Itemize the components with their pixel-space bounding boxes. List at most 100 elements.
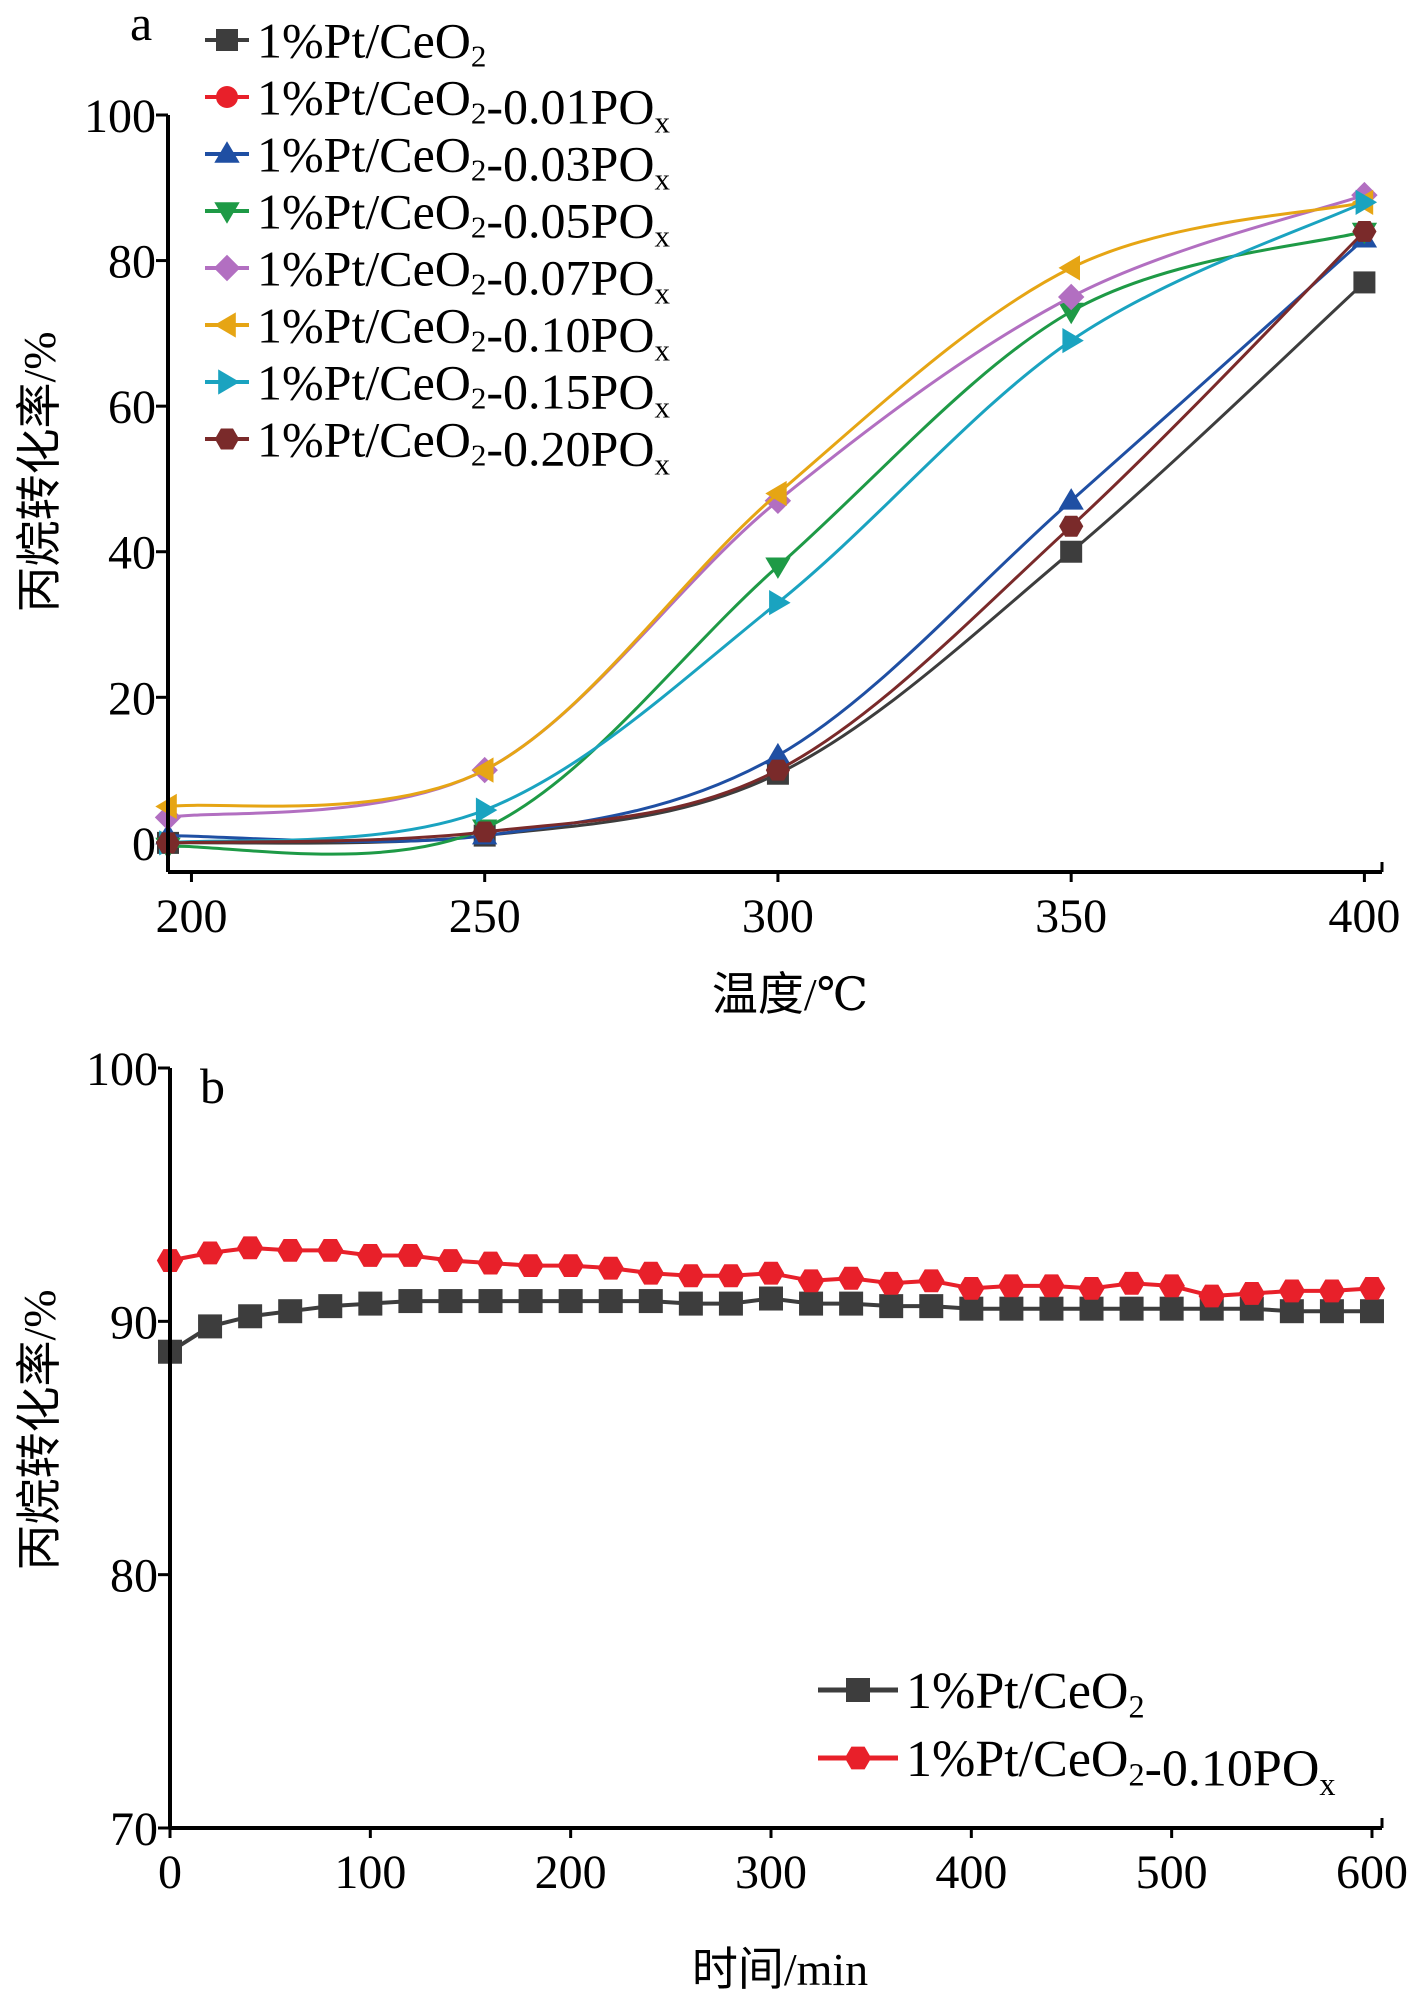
a-point-1-pt-ceo2-0-03pox-2 — [765, 742, 791, 765]
a-legend-marker-1-pt-ceo2-0-01pox — [216, 86, 238, 108]
b-point-1-pt-ceo2-0-10pox-1 — [196, 1241, 224, 1265]
a-legend-label-1-pt-ceo2-0-07pox: 1%Pt/CeO2-0.07POx — [257, 241, 670, 311]
a-legend-item-1-pt-ceo2-0-20pox: 1%Pt/CeO2-0.20POx — [205, 412, 670, 482]
a-point-1-pt-ceo2-0-07pox-3 — [1058, 283, 1085, 311]
a-point-1-pt-ceo2-0-10pox-2 — [765, 480, 787, 507]
b-point-1-pt-ceo2-0-10pox-26 — [1198, 1284, 1225, 1308]
b-y-tick-label-70: 70 — [110, 1803, 158, 1856]
b-point-1-pt-ceo2-0-10pox-29 — [1318, 1279, 1346, 1303]
a-legend-item-1-pt-ceo2: 1%Pt/CeO2 — [205, 13, 486, 74]
a-line-1-pt-ceo2-0-03pox — [167, 237, 1366, 844]
a-legend-marker-1-pt-ceo2-0-03pox — [214, 141, 240, 163]
legend-b: 1%Pt/CeO2 1%Pt/CeO2-0.10POx — [818, 1663, 1336, 1802]
a-legend-item-1-pt-ceo2-0-05pox: 1%Pt/CeO2-0.05POx — [205, 184, 670, 254]
b-point-1-pt-ceo2-0-10pox-5 — [357, 1244, 384, 1267]
b-y-tick-label-90: 90 — [110, 1296, 158, 1349]
chart-panel-a: a 丙烷转化率/% 温度/℃ 200 250 300 350 400 0 20 40 60 80 1… — [14, 0, 1400, 1020]
b-point-1-pt-ceo2-0-10pox-18 — [878, 1271, 905, 1295]
plot-area-b: 0 100 200 300 400 500 600 70 80 90 100 — [86, 1043, 1408, 1899]
a-point-1-pt-ceo2-0-15pox-1 — [475, 797, 498, 823]
a-x-tick-label-300: 300 — [742, 890, 814, 943]
b-point-1-pt-ceo2-0-10pox-27 — [1238, 1282, 1265, 1305]
b-point-1-pt-ceo2-20 — [959, 1296, 984, 1321]
b-point-1-pt-ceo2-6 — [398, 1289, 423, 1314]
a-point-1-pt-ceo2-0-20pox-2 — [765, 759, 790, 781]
a-y-tick-label-80: 80 — [108, 236, 156, 289]
a-x-tick-label-400: 400 — [1328, 890, 1400, 943]
b-point-1-pt-ceo2-3 — [278, 1299, 303, 1324]
b-legend-marker-1-pt-ceo2 — [846, 1678, 870, 1702]
b-point-1-pt-ceo2-0-10pox-7 — [437, 1249, 464, 1272]
b-point-1-pt-ceo2-14 — [718, 1291, 743, 1316]
b-point-1-pt-ceo2-0-10pox-19 — [918, 1269, 945, 1293]
b-point-1-pt-ceo2-0-10pox-20 — [958, 1277, 985, 1300]
b-point-1-pt-ceo2-22 — [1039, 1296, 1064, 1321]
b-point-1-pt-ceo2-2 — [238, 1304, 263, 1329]
b-point-1-pt-ceo2-0-10pox-16 — [797, 1269, 825, 1293]
b-point-1-pt-ceo2-12 — [638, 1289, 663, 1314]
a-x-tick-label-200: 200 — [155, 890, 227, 943]
b-point-1-pt-ceo2-4 — [318, 1294, 343, 1319]
a-series-1-pt-ceo2-0-20pox — [155, 221, 1377, 854]
a-point-1-pt-ceo2-0-10pox-1 — [472, 757, 494, 783]
b-point-1-pt-ceo2-0-10pox-8 — [477, 1251, 504, 1275]
a-point-1-pt-ceo2-0-05pox-2 — [765, 557, 791, 579]
b-legend-marker-1-pt-ceo2-0-10pox — [844, 1746, 872, 1770]
b-legend-item-1-pt-ceo2: 1%Pt/CeO2 — [818, 1663, 1145, 1725]
a-point-1-pt-ceo2-0-10pox-3 — [1058, 255, 1080, 281]
b-point-1-pt-ceo2-10 — [558, 1289, 583, 1314]
b-y-tick-label-80: 80 — [110, 1550, 158, 1603]
b-point-1-pt-ceo2-8 — [478, 1289, 503, 1314]
b-point-1-pt-ceo2-18 — [879, 1294, 904, 1319]
a-legend-marker-1-pt-ceo2-0-05pox — [214, 202, 240, 224]
b-point-1-pt-ceo2-21 — [999, 1296, 1024, 1321]
b-point-1-pt-ceo2-0-10pox-13 — [677, 1264, 705, 1288]
a-y-tick-label-40: 40 — [108, 527, 156, 580]
b-point-1-pt-ceo2-0-10pox-11 — [597, 1256, 624, 1280]
b-point-1-pt-ceo2-28 — [1279, 1299, 1304, 1324]
a-line-1-pt-ceo2-0-20pox — [167, 230, 1366, 845]
b-point-1-pt-ceo2-0-10pox-24 — [1118, 1271, 1145, 1295]
a-legend-label-1-pt-ceo2-0-01pox: 1%Pt/CeO2-0.01POx — [257, 70, 670, 140]
a-point-1-pt-ceo2-0-20pox-3 — [1059, 515, 1084, 537]
b-x-tick-label-500: 500 — [1136, 1846, 1208, 1899]
a-legend-item-1-pt-ceo2-0-03pox: 1%Pt/CeO2-0.03POx — [205, 127, 670, 197]
b-point-1-pt-ceo2-16 — [799, 1291, 824, 1316]
a-point-1-pt-ceo2-0-20pox-4 — [1352, 221, 1377, 242]
a-legend-label-1-pt-ceo2-0-20pox: 1%Pt/CeO2-0.20POx — [257, 412, 670, 482]
panel-label-a: a — [130, 0, 152, 51]
b-point-1-pt-ceo2-24 — [1119, 1296, 1144, 1321]
a-point-1-pt-ceo2-0-15pox-4 — [1355, 189, 1378, 215]
b-point-1-pt-ceo2-0-10pox-30 — [1358, 1277, 1386, 1300]
y-axis-label-b: 丙烷转化率/% — [14, 1289, 65, 1570]
b-point-1-pt-ceo2-0-10pox-2 — [236, 1236, 264, 1260]
b-legend-item-1-pt-ceo2-0-10pox: 1%Pt/CeO2-0.10POx — [818, 1731, 1336, 1802]
b-point-1-pt-ceo2-13 — [678, 1291, 703, 1316]
a-point-1-pt-ceo2-0-15pox-3 — [1062, 328, 1084, 354]
a-point-1-pt-ceo2-0-05pox-3 — [1058, 302, 1084, 325]
b-point-1-pt-ceo2-9 — [518, 1289, 543, 1314]
b-point-1-pt-ceo2-0-10pox-17 — [837, 1266, 865, 1290]
b-y-tick-label-100: 100 — [86, 1043, 158, 1096]
b-point-1-pt-ceo2-30 — [1359, 1299, 1384, 1324]
a-x-tick-label-350: 350 — [1035, 890, 1107, 943]
b-point-1-pt-ceo2-0-10pox-9 — [517, 1254, 544, 1277]
b-legend-label-1-pt-ceo2-0-10pox: 1%Pt/CeO2-0.10POx — [906, 1731, 1336, 1802]
b-point-1-pt-ceo2-15 — [758, 1286, 783, 1311]
plot-area-a: 200 250 300 350 400 0 20 40 60 80 100 — [84, 90, 1400, 943]
a-legend-item-1-pt-ceo2-0-15pox: 1%Pt/CeO2-0.15POx — [205, 355, 670, 425]
a-legend-marker-1-pt-ceo2-0-15pox — [218, 369, 240, 395]
b-point-1-pt-ceo2-0-10pox-25 — [1158, 1274, 1185, 1298]
a-legend-item-1-pt-ceo2-0-07pox: 1%Pt/CeO2-0.07POx — [205, 241, 670, 311]
a-point-1-pt-ceo2-3 — [1060, 540, 1083, 563]
b-point-1-pt-ceo2-17 — [839, 1291, 864, 1316]
a-legend-item-1-pt-ceo2-0-10pox: 1%Pt/CeO2-0.10POx — [205, 298, 670, 368]
a-x-tick-label-250: 250 — [449, 890, 521, 943]
b-point-1-pt-ceo2-29 — [1319, 1299, 1344, 1324]
a-legend-marker-1-pt-ceo2-0-07pox — [213, 254, 241, 282]
b-point-1-pt-ceo2-7 — [438, 1289, 463, 1314]
a-y-tick-label-60: 60 — [108, 381, 156, 434]
b-point-1-pt-ceo2-25 — [1159, 1296, 1184, 1321]
b-x-tick-label-600: 600 — [1336, 1846, 1408, 1899]
